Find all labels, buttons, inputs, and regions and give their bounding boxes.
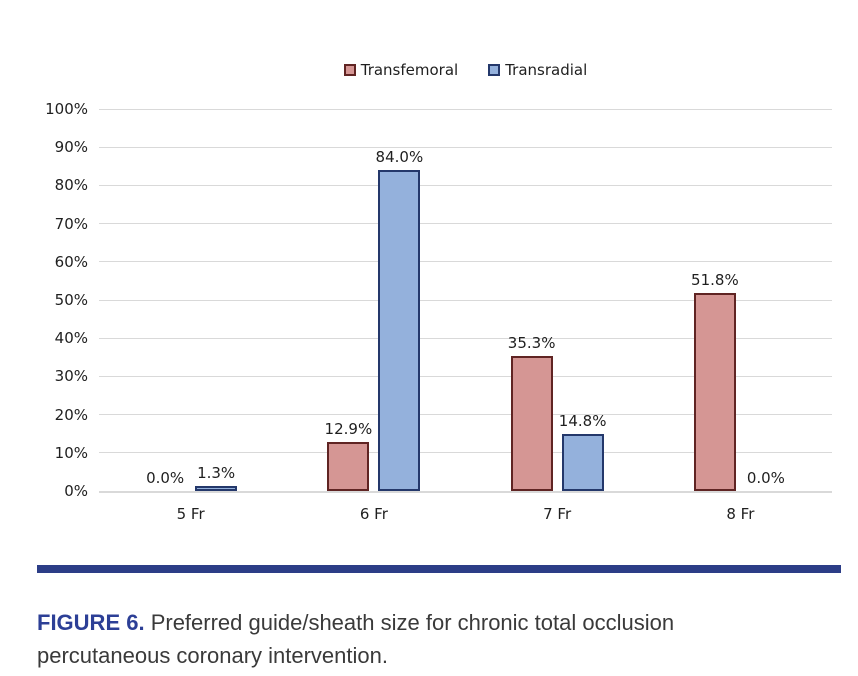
gridline — [99, 337, 832, 339]
y-axis-tick-label: 70% — [54, 214, 88, 233]
gridline — [99, 184, 832, 186]
bar-value-label: 84.0% — [375, 148, 424, 167]
bar-value-label: 14.8% — [558, 412, 607, 431]
gridline — [99, 108, 832, 110]
gridline — [99, 452, 832, 454]
bar-value-label: 35.3% — [507, 334, 556, 353]
y-axis-tick-label: 60% — [54, 252, 88, 271]
x-category-label: 5 Fr — [176, 505, 205, 523]
bar-value-label: 0.0% — [746, 469, 785, 487]
y-axis-tick-label: 100% — [45, 100, 88, 118]
gridline — [99, 299, 832, 301]
x-category-label: 6 Fr — [359, 505, 388, 523]
legend-swatch-icon — [343, 64, 356, 76]
chart-legend: Transfemoral Transradial — [99, 58, 832, 82]
figure-caption-label: FIGURE 6. — [37, 610, 145, 635]
bar-value-label: 1.3% — [197, 464, 236, 483]
gridline — [99, 490, 832, 493]
bar-transfemoral-7fr — [510, 356, 553, 491]
legend-item-transfemoral: Transfemoral — [343, 60, 459, 80]
bar-value-label: 0.0% — [146, 469, 185, 487]
gridline — [99, 375, 832, 377]
x-category-label: 7 Fr — [543, 505, 572, 523]
gridline — [99, 261, 832, 263]
bar-transradial-5fr — [195, 486, 238, 491]
y-axis-tick-label: 10% — [54, 443, 88, 462]
y-axis-tick-label: 0% — [64, 482, 88, 500]
bar-transfemoral-8fr — [693, 293, 736, 491]
legend-label: Transfemoral — [360, 61, 459, 79]
bar-transfemoral-6fr — [327, 441, 370, 491]
gridline — [99, 414, 832, 416]
y-axis-tick-label: 20% — [54, 405, 88, 424]
y-axis-tick-label: 90% — [54, 138, 88, 157]
bar-value-label: 51.8% — [691, 271, 739, 290]
gridline — [99, 146, 832, 148]
bar-value-label: 12.9% — [324, 419, 373, 438]
y-axis-tick-label: 50% — [54, 291, 88, 309]
bar-transradial-6fr — [378, 170, 421, 491]
figure-caption: FIGURE 6. Preferred guide/sheath size fo… — [37, 606, 757, 672]
y-axis-tick-label: 30% — [54, 367, 88, 386]
y-axis-tick-label: 40% — [54, 329, 88, 348]
legend-item-transradial: Transradial — [488, 60, 587, 80]
x-category-label: 8 Fr — [726, 505, 755, 523]
caption-divider-rule — [37, 565, 841, 573]
y-axis-tick-label: 80% — [54, 176, 88, 195]
legend-swatch-icon — [488, 64, 501, 76]
figure-caption-text: Preferred guide/sheath size for chronic … — [37, 610, 675, 668]
gridline — [99, 223, 832, 225]
legend-label: Transradial — [505, 61, 588, 79]
bar-transradial-7fr — [561, 434, 604, 491]
